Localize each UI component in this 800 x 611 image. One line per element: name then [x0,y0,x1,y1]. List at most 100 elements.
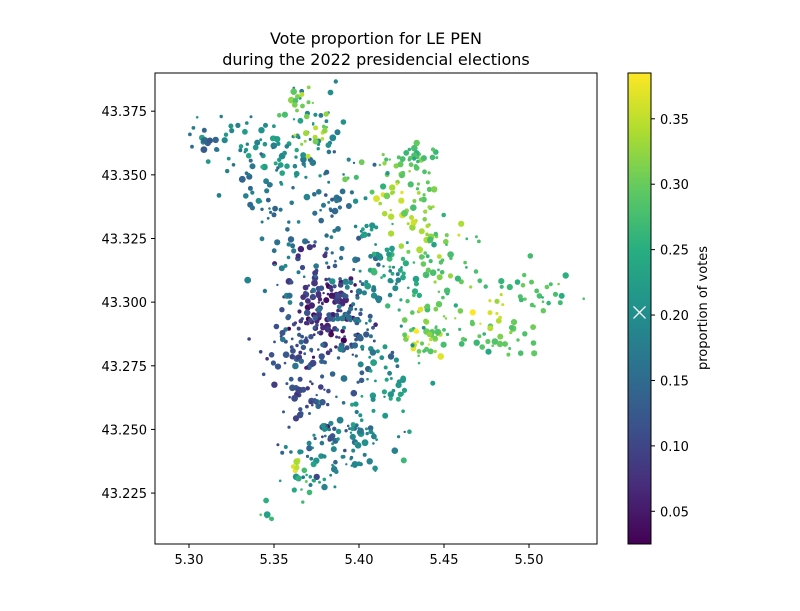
scatter-point [276,443,280,447]
scatter-point [391,447,399,455]
scatter-point [360,344,365,350]
scatter-point [540,308,546,314]
scatter-point [499,293,503,297]
scatter-point [335,395,338,399]
scatter-point [548,282,553,287]
scatter-point [427,236,434,243]
scatter-point [474,235,478,239]
colorbar-ticks: 0.05 0.10 0.15 0.20 0.25 0.30 0.35 [651,113,689,520]
scatter-point [387,213,395,220]
scatter-point [407,286,410,290]
scatter-point [277,157,282,162]
scatter-point [336,437,340,441]
scatter-point [436,254,442,259]
scatter-point [301,475,306,480]
scatter-point [263,122,268,128]
scatter-point [349,433,356,440]
scatter-point [324,233,329,238]
scatter-point [353,401,359,407]
y-tick-label: 43.300 [102,296,148,311]
scatter-point [358,319,362,323]
colorbar-value-marker[interactable] [633,305,646,319]
scatter-point [325,142,332,148]
scatter-point [345,463,348,466]
scatter-point [307,240,310,244]
scatter-point [552,291,559,297]
scatter-point [412,199,417,203]
scatter-point [278,265,285,272]
scatter-point [249,115,253,119]
scatter-point [517,350,524,357]
scatter-point [188,132,192,137]
scatter-point [352,268,356,271]
scatter-point [269,516,275,522]
scatter-point [401,409,405,414]
scatter-point [394,282,398,285]
scatter-point [499,284,504,289]
scatter-point [348,306,354,312]
scatter-point [420,261,427,267]
scatter-point [541,300,545,304]
scatter-point [383,192,391,200]
scatter-point [268,182,273,187]
scatter-point [422,349,426,353]
scatter-point [206,137,213,144]
scatter-point [387,391,394,398]
scatter-point [283,263,288,268]
scatter-point [445,243,448,246]
scatter-point [431,186,438,193]
scatter-point [378,163,382,167]
scatter-point [381,210,388,217]
scatter-point [200,138,206,143]
scatter-point [383,365,388,370]
scatter-point [311,355,316,359]
scatter-point [268,352,275,358]
scatter-point [370,359,377,366]
scatter-point [403,430,406,434]
scatter-point [330,251,334,255]
scatter-point [367,313,373,319]
scatter-point [291,487,297,493]
scatter-point [311,403,314,407]
scatter-point [371,325,375,330]
scatter-point [364,282,372,290]
scatter-point [336,416,344,424]
scatter-point [371,433,377,440]
scatter-point [383,395,386,398]
scatter-point [336,304,342,310]
scatter-point [261,372,266,377]
scatter-point [359,308,363,312]
scatter-point [375,297,382,304]
scatter-point [425,223,430,229]
scatter-point [546,300,551,306]
scatter-point [407,158,411,162]
chart-title-line-1: Vote proportion for LE PEN [270,29,482,48]
scatter-point [223,132,229,137]
scatter-point [318,217,325,224]
scatter-point [288,395,291,399]
scatter-point [313,436,317,441]
scatter-point [292,163,298,169]
scatter-point [426,331,433,338]
scatter-point [335,345,338,349]
scatter-point [582,297,585,301]
scatter-point [320,342,325,348]
scatter-point [372,162,377,167]
scatter-point [263,178,269,185]
scatter-point [355,295,360,300]
scatter-point [329,473,333,477]
scatter-point [303,321,309,326]
scatter-point [422,193,426,197]
scatter-point [367,425,374,431]
scatter-point [322,127,328,134]
scatter-point [335,428,342,435]
scatter-point [334,259,337,263]
scatter-point [469,309,476,316]
scatter-point [312,192,317,197]
scatter-point [308,334,314,340]
scatter-point [195,116,199,119]
scatter-point [326,402,330,407]
scatter-point [243,193,249,199]
scatter-point [398,243,405,249]
scatter-point [276,141,281,146]
